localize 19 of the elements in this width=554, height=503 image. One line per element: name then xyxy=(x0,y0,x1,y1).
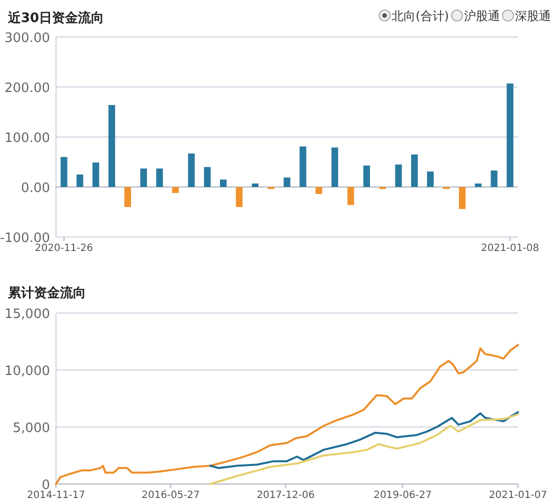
x-tick-label: 2021-01-08 xyxy=(480,243,540,254)
y-tick-label: 100.00 xyxy=(4,131,50,146)
y-tick-label: 0.00 xyxy=(21,181,50,196)
chart-title: 累计资金流向 xyxy=(7,285,86,301)
x-tick-label: 2017-12-06 xyxy=(256,490,315,501)
y-tick-label: 15,000 xyxy=(4,307,50,322)
y-tick-label: 5,000 xyxy=(12,421,50,436)
x-tick-label: 2020-11-26 xyxy=(34,243,94,254)
y-tick-label: 10,000 xyxy=(4,364,50,379)
radio-option: 北向(合计) xyxy=(378,9,449,23)
x-tick-label: 2021-01-07 xyxy=(488,490,548,501)
x-tick-label: 2019-06-27 xyxy=(374,490,432,501)
y-tick-label: 300.00 xyxy=(4,31,50,46)
x-tick-label: 2016-05-27 xyxy=(142,490,200,501)
y-tick-label: 200.00 xyxy=(4,81,50,96)
radio-option: 沪股通 xyxy=(451,9,500,23)
chart-title: 近30日资金流向 xyxy=(7,10,104,26)
radio-option: 深股通 xyxy=(502,9,551,23)
x-tick-label: 2014-11-17 xyxy=(26,490,86,501)
